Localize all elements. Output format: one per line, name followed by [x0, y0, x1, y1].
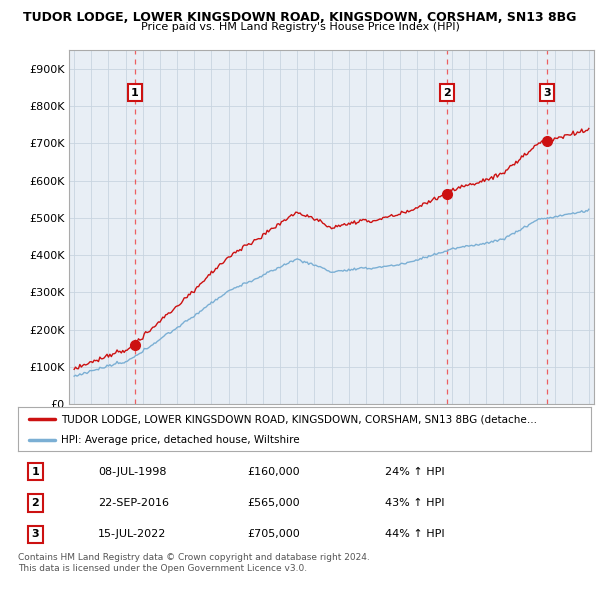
Text: TUDOR LODGE, LOWER KINGSDOWN ROAD, KINGSDOWN, CORSHAM, SN13 8BG: TUDOR LODGE, LOWER KINGSDOWN ROAD, KINGS… [23, 11, 577, 24]
Text: 3: 3 [543, 88, 550, 97]
Text: 22-SEP-2016: 22-SEP-2016 [98, 498, 169, 508]
Text: 2: 2 [443, 88, 451, 97]
Text: £160,000: £160,000 [247, 467, 300, 477]
Text: HPI: Average price, detached house, Wiltshire: HPI: Average price, detached house, Wilt… [61, 435, 299, 445]
Text: 44% ↑ HPI: 44% ↑ HPI [385, 529, 445, 539]
Text: 1: 1 [31, 467, 39, 477]
Text: £565,000: £565,000 [247, 498, 300, 508]
Text: Contains HM Land Registry data © Crown copyright and database right 2024.
This d: Contains HM Land Registry data © Crown c… [18, 553, 370, 573]
Text: 08-JUL-1998: 08-JUL-1998 [98, 467, 167, 477]
Text: £705,000: £705,000 [247, 529, 300, 539]
Text: 15-JUL-2022: 15-JUL-2022 [98, 529, 167, 539]
Text: 24% ↑ HPI: 24% ↑ HPI [385, 467, 445, 477]
Text: TUDOR LODGE, LOWER KINGSDOWN ROAD, KINGSDOWN, CORSHAM, SN13 8BG (detache…: TUDOR LODGE, LOWER KINGSDOWN ROAD, KINGS… [61, 415, 537, 424]
Text: Price paid vs. HM Land Registry's House Price Index (HPI): Price paid vs. HM Land Registry's House … [140, 22, 460, 32]
Text: 1: 1 [131, 88, 139, 97]
Text: 2: 2 [31, 498, 39, 508]
Text: 3: 3 [31, 529, 39, 539]
Text: 43% ↑ HPI: 43% ↑ HPI [385, 498, 444, 508]
